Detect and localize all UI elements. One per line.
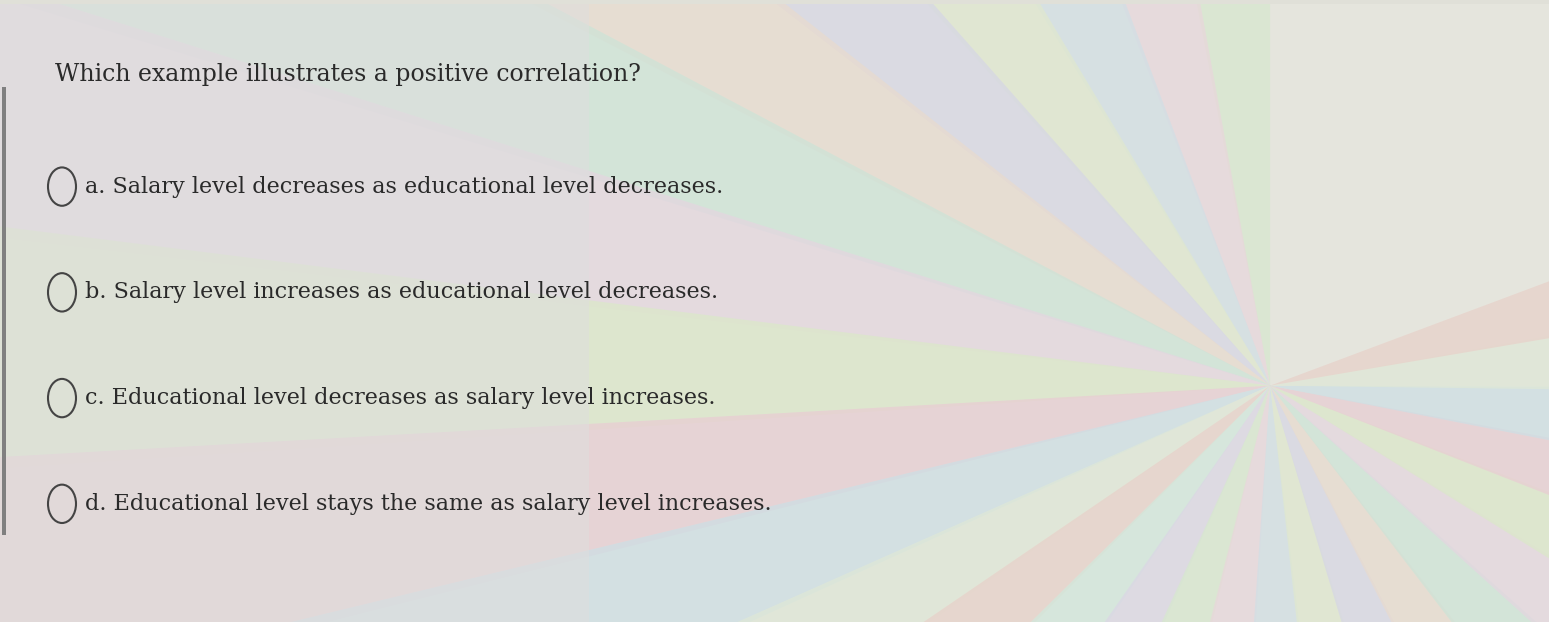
- Wedge shape: [0, 0, 1270, 386]
- Wedge shape: [0, 386, 1270, 622]
- Text: d. Educational level stays the same as salary level increases.: d. Educational level stays the same as s…: [85, 493, 771, 515]
- Bar: [0, 0, 1549, 4]
- Wedge shape: [0, 0, 1270, 386]
- Wedge shape: [0, 386, 1270, 622]
- Bar: [2, 87, 6, 535]
- Wedge shape: [1080, 386, 1549, 622]
- Wedge shape: [1270, 386, 1549, 622]
- Wedge shape: [0, 386, 1270, 622]
- Wedge shape: [107, 386, 1270, 622]
- Wedge shape: [1270, 386, 1549, 622]
- Wedge shape: [582, 386, 1270, 622]
- Bar: [0, 0, 589, 622]
- Wedge shape: [1270, 386, 1549, 622]
- Wedge shape: [1270, 386, 1549, 622]
- Wedge shape: [1270, 386, 1549, 622]
- Wedge shape: [1270, 386, 1549, 622]
- Wedge shape: [744, 0, 1270, 386]
- Text: b. Salary level increases as educational level decreases.: b. Salary level increases as educational…: [85, 281, 719, 304]
- Wedge shape: [0, 0, 1270, 386]
- Wedge shape: [260, 0, 1270, 386]
- Wedge shape: [1270, 386, 1549, 622]
- Wedge shape: [1270, 0, 1549, 386]
- Wedge shape: [1270, 386, 1549, 622]
- Wedge shape: [0, 386, 1270, 622]
- Wedge shape: [0, 0, 1270, 386]
- Wedge shape: [0, 386, 1270, 622]
- Text: c. Educational level decreases as salary level increases.: c. Educational level decreases as salary…: [85, 387, 716, 409]
- Text: a. Salary level decreases as educational level decreases.: a. Salary level decreases as educational…: [85, 175, 723, 198]
- Wedge shape: [0, 0, 1270, 386]
- Wedge shape: [1270, 0, 1549, 420]
- Text: Which example illustrates a positive correlation?: Which example illustrates a positive cor…: [56, 63, 641, 86]
- Wedge shape: [0, 39, 1270, 567]
- Wedge shape: [0, 0, 1270, 386]
- Wedge shape: [0, 386, 1270, 622]
